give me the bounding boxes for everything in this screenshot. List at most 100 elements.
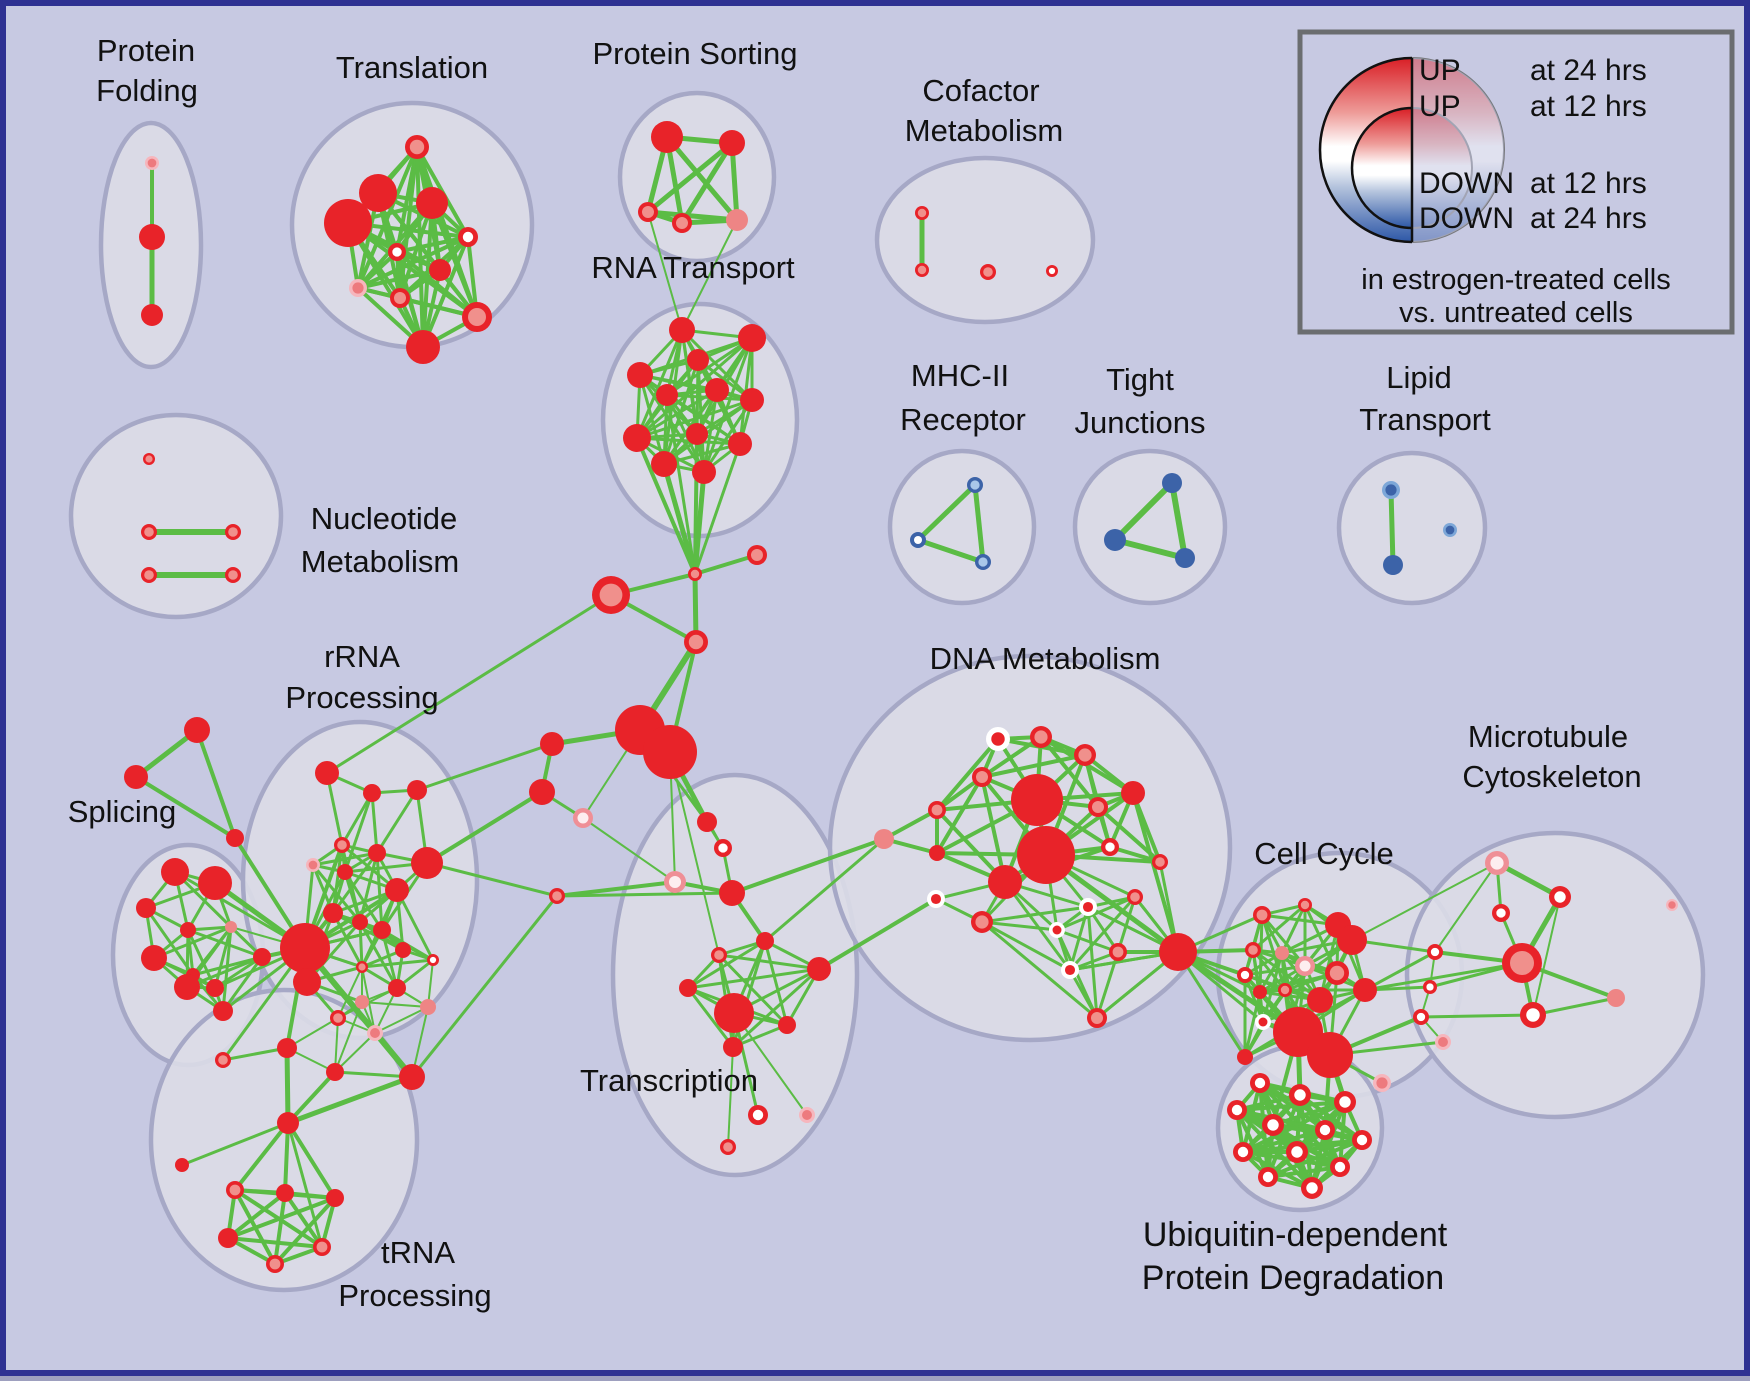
network-node — [323, 903, 343, 923]
network-edge — [286, 1121, 337, 1200]
network-node — [462, 231, 474, 243]
network-node — [1300, 900, 1310, 910]
network-node — [1078, 748, 1092, 762]
network-edge — [337, 966, 363, 1019]
network-node — [1112, 946, 1124, 958]
network-node — [1291, 1146, 1303, 1158]
network-edge — [679, 140, 735, 226]
network-edge — [221, 1046, 289, 1062]
network-node — [1668, 901, 1676, 909]
network-node — [656, 384, 678, 406]
network-edge — [980, 775, 1007, 884]
cluster-label: Metabolism — [301, 544, 460, 579]
network-edge — [1351, 862, 1498, 941]
network-edge — [375, 788, 419, 855]
network-node — [1064, 964, 1076, 976]
cluster-labels: Protein Folding Translation Protein Sorting… — [68, 33, 1642, 1313]
network-node — [1091, 1012, 1103, 1024]
network-node — [124, 765, 148, 789]
network-node — [930, 893, 942, 905]
cluster-label: Lipid — [1386, 360, 1452, 395]
network-edge — [311, 851, 379, 867]
legend-outer-left-arc — [1318, 56, 1413, 244]
network-node — [1017, 826, 1075, 884]
network-edge — [935, 737, 1000, 812]
network-node — [229, 1184, 241, 1196]
network-node — [540, 732, 564, 756]
network-edge — [731, 967, 821, 1049]
network-node — [1294, 1089, 1306, 1101]
network-edge — [361, 1001, 429, 1008]
network-edge — [1241, 1128, 1327, 1154]
network-node — [420, 999, 436, 1015]
network-node — [175, 1158, 189, 1172]
network-node — [688, 634, 704, 650]
network-node — [373, 921, 391, 939]
cluster-label: Cofactor — [922, 73, 1039, 108]
network-edge — [915, 482, 978, 543]
network-node — [1034, 730, 1048, 744]
network-edge — [1531, 996, 1618, 1017]
network-node — [991, 732, 1005, 746]
network-edge — [1003, 880, 1072, 972]
network-edge — [635, 398, 754, 440]
network-edge — [361, 959, 434, 968]
network-edge — [356, 268, 442, 290]
network-node — [174, 974, 200, 1000]
network-node — [874, 829, 894, 849]
network-node — [315, 761, 339, 785]
network-node — [324, 199, 372, 247]
legend-direction-label: UP — [1419, 90, 1461, 123]
legend-inner-left-arc — [1350, 106, 1413, 230]
network-edge — [733, 1012, 808, 1116]
network-edge — [686, 967, 821, 990]
network-edge — [425, 861, 559, 898]
network-node — [144, 570, 154, 580]
network-node — [577, 812, 589, 824]
network-edge — [185, 955, 264, 989]
network-edge — [1363, 950, 1437, 992]
cluster-label: Protein Sorting — [592, 36, 797, 71]
network-edge — [273, 1191, 287, 1266]
network-node — [1262, 1171, 1274, 1183]
network-node — [914, 536, 922, 544]
network-node — [333, 1013, 343, 1023]
network-node — [651, 451, 677, 477]
network-edge — [286, 1070, 337, 1125]
network-edge — [334, 1017, 339, 1073]
cluster-label: Tight — [1106, 362, 1174, 397]
network-node — [917, 265, 927, 275]
network-node — [1175, 548, 1195, 568]
network-node — [1319, 1124, 1331, 1136]
network-node — [931, 804, 943, 816]
network-edge — [664, 134, 740, 223]
network-node — [623, 424, 651, 452]
network-node — [337, 864, 353, 880]
network-edge — [817, 897, 938, 971]
network-node — [1237, 1049, 1253, 1065]
network-node — [1496, 908, 1506, 918]
network-node — [411, 847, 443, 879]
network-node — [1130, 892, 1140, 902]
network-node — [406, 330, 440, 364]
network-node — [599, 583, 623, 607]
network-edge — [763, 939, 789, 1027]
network-edge — [980, 735, 1043, 779]
network-node — [355, 995, 369, 1009]
network-node — [723, 1142, 733, 1152]
network-node — [1280, 985, 1290, 995]
network-node — [213, 1001, 233, 1021]
network-node — [718, 843, 728, 853]
network-edge — [1434, 862, 1498, 953]
cluster-label: Receptor — [900, 402, 1026, 437]
network-node — [1275, 946, 1289, 960]
cluster-label: Ubiquitin-dependent — [1143, 1216, 1448, 1254]
network-edge — [686, 939, 767, 990]
network-edge — [717, 953, 789, 1027]
network-node — [669, 317, 695, 343]
network-node — [1162, 473, 1182, 493]
network-edge — [213, 955, 264, 990]
network-edge — [370, 791, 379, 855]
network-node — [1307, 987, 1333, 1013]
